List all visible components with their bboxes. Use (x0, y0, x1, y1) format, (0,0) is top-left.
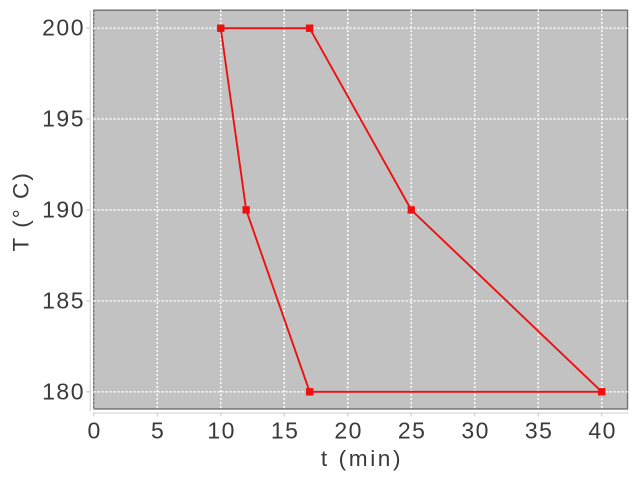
svg-text:25: 25 (398, 417, 427, 443)
svg-text:200: 200 (42, 15, 85, 41)
svg-text:35: 35 (525, 417, 554, 443)
svg-text:190: 190 (42, 196, 85, 222)
svg-text:195: 195 (42, 106, 85, 132)
svg-text:180: 180 (42, 378, 85, 404)
svg-text:5: 5 (151, 417, 165, 443)
svg-text:30: 30 (461, 417, 490, 443)
svg-text:185: 185 (42, 287, 85, 313)
svg-text:10: 10 (207, 417, 236, 443)
svg-text:T (° C): T (° C) (9, 171, 34, 251)
svg-text:0: 0 (88, 417, 102, 443)
svg-text:40: 40 (588, 417, 617, 443)
svg-text:20: 20 (334, 417, 363, 443)
svg-text:15: 15 (271, 417, 300, 443)
svg-text:t (min): t (min) (321, 446, 403, 471)
